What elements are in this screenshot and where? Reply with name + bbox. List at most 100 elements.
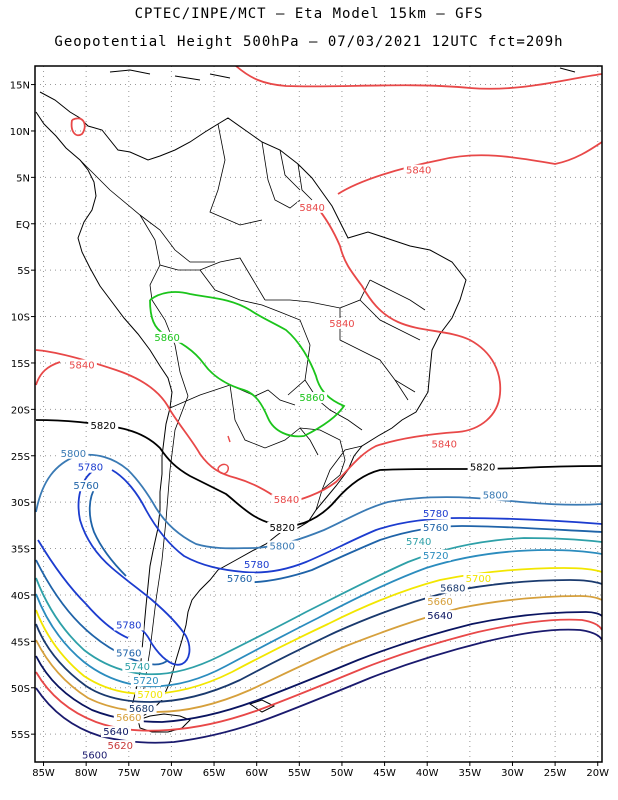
contour-label-bg [463, 573, 494, 585]
contour-label-5820: 5820 [90, 421, 115, 432]
lon-tick-label: 25W [544, 768, 567, 779]
contour-label-bg [79, 749, 110, 761]
contour-label-bg [224, 573, 255, 585]
contour-label-bg [403, 535, 434, 547]
contour-label-5740: 5740 [406, 537, 431, 548]
contour-label-bg [297, 392, 328, 404]
contour-label-bg [403, 164, 434, 176]
contour-label-5720: 5720 [133, 676, 158, 687]
lon-tick-label: 65W [203, 768, 226, 779]
contour-label-5840: 5840 [432, 439, 457, 450]
contour-label-bg [297, 201, 328, 213]
contour-label-5680: 5680 [440, 583, 465, 594]
lat-tick-label: 10N [10, 127, 30, 138]
contour-label-bg [271, 494, 302, 506]
lat-tick-label: 15N [10, 81, 30, 92]
contour-label-bg [267, 540, 298, 552]
lon-tick-label: 50W [331, 768, 354, 779]
contour-label-bg [152, 331, 183, 343]
lon-tick-label: 75W [117, 768, 140, 779]
contour-label-bg [113, 647, 144, 659]
contour-label-bg [113, 619, 144, 631]
lon-tick-label: 85W [32, 768, 55, 779]
contour-label-5640: 5640 [103, 727, 128, 738]
lon-tick-label: 70W [160, 768, 183, 779]
contour-label-5840: 5840 [329, 319, 354, 330]
contour-label-bg [241, 559, 272, 571]
contour-label-5640: 5640 [427, 611, 452, 622]
contour-label-5780: 5780 [423, 509, 448, 520]
contour-label-bg [113, 712, 144, 724]
lat-tick-label: 45S [11, 637, 30, 648]
lat-tick-label: 25S [11, 452, 30, 463]
contour-label-5800: 5800 [483, 491, 508, 502]
contour-label-bg [425, 596, 455, 608]
contour-label-bg [267, 522, 298, 533]
contour-label-bg [58, 447, 89, 459]
contour-label-5860: 5860 [299, 393, 324, 404]
lat-tick-label: 20S [11, 405, 30, 416]
lon-tick-label: 30W [501, 768, 524, 779]
contour-label-5760: 5760 [73, 481, 98, 492]
country-borders [79, 123, 426, 701]
map-frame [34, 65, 603, 763]
contour-label-5780: 5780 [244, 560, 269, 571]
contour-label-bg [75, 461, 106, 473]
contour-label-5700: 5700 [466, 574, 491, 585]
lat-tick-label: 30S [11, 498, 30, 509]
contour-label-5660: 5660 [116, 713, 141, 724]
lat-tick-label: 40S [11, 591, 30, 602]
contour-label-bg [105, 740, 136, 752]
latitude-axis: 15N 10N 5N EQ 5S 10S 15S 20S 25S 30S 35S 40S 45S 50S 5… [10, 81, 35, 741]
contour-label-bg [480, 489, 511, 501]
contour-label-5660: 5660 [427, 597, 452, 608]
contour-label-bg [126, 702, 157, 714]
lon-tick-label: 35W [459, 768, 482, 779]
caribbean-islands [109, 67, 576, 81]
contour-label-5720: 5720 [423, 551, 448, 562]
south-america-coastline [35, 91, 467, 723]
contour-label-5840: 5840 [406, 166, 431, 177]
lat-tick-label: 5S [17, 266, 30, 277]
contour-label-bg [101, 726, 131, 738]
contour-label-bg [420, 508, 451, 520]
contour-label-5840: 5840 [69, 361, 94, 372]
contour-label-bg [326, 317, 357, 329]
lon-tick-label: 45W [373, 768, 396, 779]
lat-tick-label: 35S [11, 545, 30, 556]
contour-labels: 5840 5840 5840 5840 5840 5840 5860 5860 5820 5820… [58, 164, 511, 761]
contour-label-5700: 5700 [137, 690, 162, 701]
lon-tick-label: 20W [586, 768, 609, 779]
contour-label-5760: 5760 [116, 648, 141, 659]
contour-label-5860: 5860 [154, 333, 179, 344]
lat-tick-label: EQ [16, 220, 30, 231]
lat-tick-label: 10S [11, 313, 30, 324]
contour-label-5840: 5840 [299, 203, 324, 214]
contour-label-bg [437, 582, 468, 594]
longitude-axis: 85W 80W 75W 70W 65W 60W 55W 50W 45W 40W 35W 30W 25W 2… [32, 762, 609, 779]
contour-label-bg [429, 438, 460, 450]
contour-label-5760: 5760 [423, 523, 448, 534]
map-title-line2: Geopotential Height 500hPa – 07/03/2021 … [54, 34, 564, 50]
contour-label-5520: 5620 [108, 741, 133, 752]
contour-label-bg [71, 480, 102, 492]
lon-tick-label: 80W [75, 768, 98, 779]
contour-lines [35, 66, 602, 744]
contour-label-5780: 5780 [116, 620, 141, 631]
lat-tick-label: 15S [11, 359, 30, 370]
contour-label-bg [135, 689, 166, 701]
contour-label-5780: 5780 [78, 463, 103, 474]
contour-label-bg [420, 522, 451, 533]
lon-tick-label: 40W [416, 768, 439, 779]
contour-label-bg [467, 461, 498, 473]
contour-label-5500: 5600 [82, 750, 107, 761]
lat-tick-label: 50S [11, 684, 30, 695]
contour-label-5760: 5760 [227, 574, 252, 585]
contour-label-5800: 5800 [270, 542, 295, 553]
contour-label-5820: 5820 [470, 463, 495, 474]
contour-label-bg [88, 419, 119, 431]
contour-label-bg [425, 610, 455, 622]
contour-label-5840: 5840 [274, 495, 299, 506]
contour-label-5680: 5680 [129, 704, 154, 715]
